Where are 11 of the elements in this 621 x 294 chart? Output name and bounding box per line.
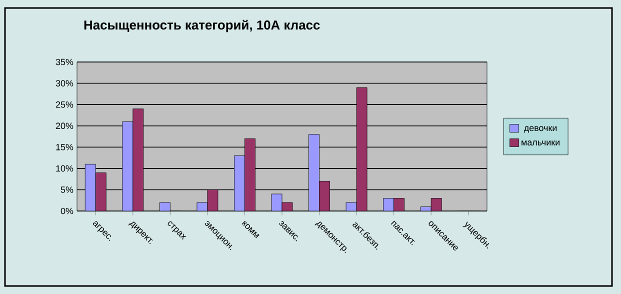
y-tick-label: 0% [60, 208, 74, 214]
y-tick-label: 10% [56, 165, 74, 172]
y-tick-label: 5% [60, 186, 74, 193]
legend-label: мальчики [522, 140, 560, 146]
y-tick-label: 20% [56, 122, 74, 130]
y-tick-label: 15% [56, 144, 74, 150]
chart-title: Насыщенность категорий, 10А класс [84, 20, 320, 32]
y-tick-label: 30% [56, 80, 74, 86]
legend-label: девочки [524, 126, 557, 133]
y-tick-label: 25% [56, 101, 74, 108]
y-tick-label: 35% [56, 58, 74, 66]
